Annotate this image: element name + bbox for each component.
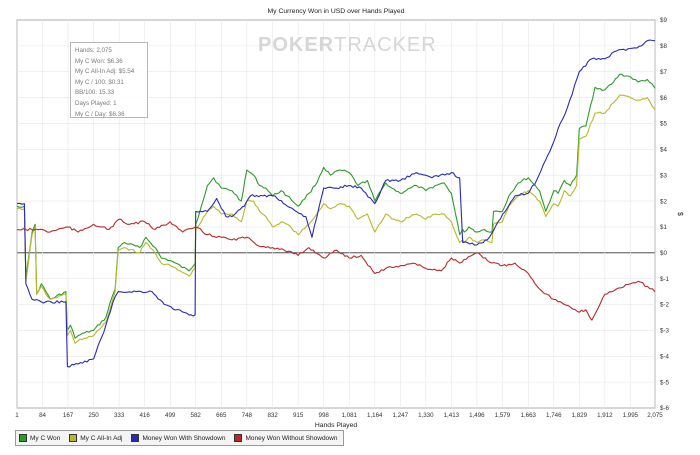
y-tick-label: $3	[660, 172, 667, 179]
x-tick-label: 1,746	[546, 412, 562, 419]
x-tick-label: 1	[15, 412, 19, 419]
y-tick-label: $-5	[660, 379, 670, 386]
x-axis-label: Hands Played	[315, 422, 358, 429]
stat-bb-100: BB/100: 15.33	[75, 89, 115, 97]
legend-swatch	[69, 434, 78, 442]
y-tick-label: $-1	[660, 276, 670, 283]
x-tick-label: 2,075	[647, 412, 663, 419]
series-line-3	[16, 39, 656, 368]
x-tick-label: 1,413	[444, 412, 460, 419]
stats-box: Hands: 2,075 My C Won: $6.36 My C All-In…	[70, 42, 148, 118]
x-tick-label: 1,829	[572, 412, 588, 419]
y-tick-label: $7	[660, 69, 667, 76]
legend-item-won: My C Won	[16, 432, 66, 444]
stat-per-100: My C / 100: $0.31	[75, 78, 124, 86]
x-tick-label: 582	[191, 412, 202, 419]
x-tick-label: 499	[165, 412, 176, 419]
legend-swatch	[234, 434, 243, 442]
stat-hands: Hands: 2,075	[75, 47, 112, 54]
stat-won: My C Won: $6.36	[75, 57, 123, 65]
x-tick-label: 1,912	[597, 412, 613, 419]
y-tick-label: $0	[660, 250, 667, 257]
x-tick-label: 167	[63, 412, 74, 419]
x-tick-label: 1,081	[341, 412, 357, 419]
y-tick-label: $-6	[660, 405, 670, 412]
legend-swatch	[131, 434, 140, 442]
y-tick-label: $8	[660, 43, 667, 50]
legend-item-showdown: Money Won With Showdown	[128, 432, 231, 444]
x-tick-label: 915	[293, 412, 304, 419]
x-tick-label: 1,330	[418, 412, 434, 419]
x-tick-label: 1,995	[623, 412, 639, 419]
series-line-1	[16, 73, 656, 339]
x-tick-label: 1,164	[367, 412, 383, 419]
y-tick-label: $-2	[660, 302, 670, 309]
x-tick-label: 333	[114, 412, 125, 419]
y-tick-label: $6	[660, 95, 667, 102]
x-tick-label: 1,663	[521, 412, 537, 419]
x-tick-label: 250	[88, 412, 99, 419]
x-tick-label: 832	[267, 412, 278, 419]
series-line-2	[16, 94, 656, 344]
x-tick-label: 1,247	[393, 412, 409, 419]
x-tick-label: 665	[216, 412, 227, 419]
chart-legend: My C Won My C All-In Adj Money Won With …	[15, 430, 345, 446]
watermark-logo: POKERTRACKER	[258, 34, 437, 56]
x-tick-label: 84	[39, 412, 46, 419]
legend-swatch	[19, 434, 27, 442]
y-tick-label: $4	[660, 147, 667, 154]
y-axis-label: $	[676, 212, 683, 216]
x-tick-label: 748	[242, 412, 253, 419]
y-tick-label: $9	[660, 17, 667, 24]
y-tick-label: $2	[660, 198, 667, 205]
stat-per-day: My C / Day: $6.36	[75, 110, 125, 118]
y-tick-label: $5	[660, 121, 667, 128]
x-tick-label: 998	[319, 412, 330, 419]
legend-item-nonshowdown: Money Won Without Showdown	[231, 432, 343, 444]
stat-allin-adj: My C All-In Adj: $5.54	[75, 68, 135, 76]
chart-title: My Currency Won in USD over Hands Played	[268, 8, 405, 15]
y-tick-label: $-3	[660, 328, 670, 335]
x-tick-label: 1,579	[495, 412, 511, 419]
x-tick-label: 1,496	[469, 412, 485, 419]
series-line-4	[16, 218, 656, 321]
legend-item-allin: My C All-In Adj	[66, 432, 128, 444]
y-tick-label: $-4	[660, 353, 670, 360]
y-tick-label: $1	[660, 224, 667, 231]
stat-days: Days Played: 1	[75, 99, 117, 107]
x-tick-label: 416	[139, 412, 150, 419]
